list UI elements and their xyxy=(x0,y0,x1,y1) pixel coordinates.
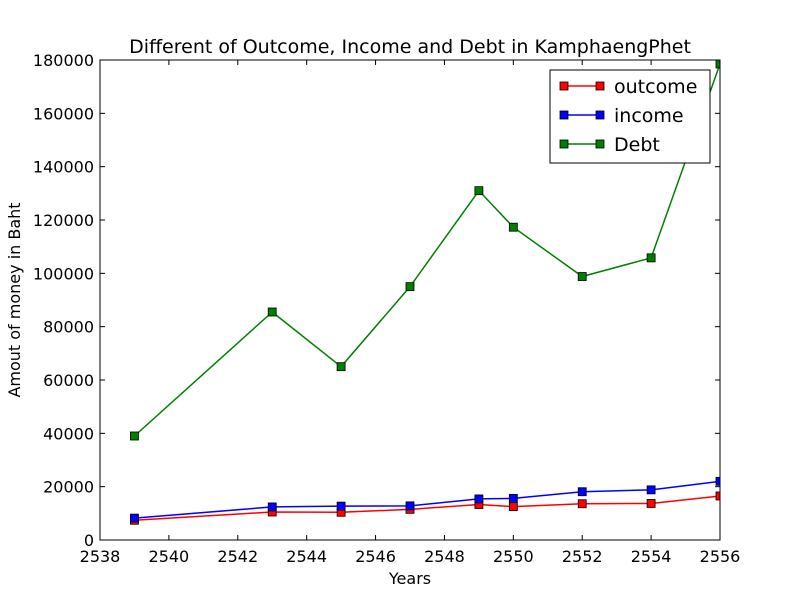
legend: outcome income Debt xyxy=(549,69,711,164)
x-tick-label: 2540 xyxy=(149,547,190,566)
data-point-debt xyxy=(508,222,518,232)
data-point-debt xyxy=(715,60,720,69)
x-tick-label: 2550 xyxy=(493,547,534,566)
x-tick-label: 2552 xyxy=(562,547,603,566)
x-tick-label: 2556 xyxy=(700,547,741,566)
legend-label: income xyxy=(614,105,684,127)
data-point-income xyxy=(336,501,346,511)
legend-marker xyxy=(595,110,605,120)
data-point-debt xyxy=(405,282,415,292)
y-tick-label: 160000 xyxy=(33,104,94,123)
x-axis-title: Years xyxy=(388,569,431,588)
x-tick-label: 2544 xyxy=(286,547,327,566)
legend-item-income: income xyxy=(559,105,684,127)
data-point-debt xyxy=(130,431,139,441)
plot-frame xyxy=(99,59,721,541)
data-point-outcome xyxy=(646,499,656,508)
data-point-income xyxy=(474,494,484,504)
data-point-income xyxy=(646,485,656,495)
y-axis: 0 20000 40000 60000 80000 100000 120000 140000 1… xyxy=(33,51,720,550)
data-point-income xyxy=(405,501,415,511)
data-point-income xyxy=(508,493,518,503)
legend-marker xyxy=(559,110,569,120)
y-tick-label: 80000 xyxy=(43,318,94,337)
y-tick-label: 20000 xyxy=(43,478,94,497)
data-point-debt xyxy=(267,307,277,317)
y-tick-label: 120000 xyxy=(33,211,94,230)
y-tick-label: 140000 xyxy=(33,158,94,177)
data-point-debt xyxy=(577,272,587,281)
data-point-outcome xyxy=(715,491,720,501)
y-tick-label: 180000 xyxy=(33,51,94,70)
data-point-income xyxy=(577,487,587,497)
legend-label: Debt xyxy=(614,134,660,156)
y-tick-label: 40000 xyxy=(43,424,94,443)
chart-title: Different of Outcome, Income and Debt in… xyxy=(129,36,691,58)
legend-marker xyxy=(595,81,605,91)
data-point-outcome xyxy=(577,499,587,509)
legend-marker xyxy=(559,139,569,149)
data-point-outcome xyxy=(508,502,518,512)
x-tick-label: 2546 xyxy=(355,547,396,566)
legend-item-outcome: outcome xyxy=(559,76,697,98)
legend-item-debt: Debt xyxy=(559,134,660,156)
x-axis: 2538 2540 2542 2544 2546 2548 2550 2552 2554 2556 xyxy=(80,60,741,566)
data-point-income xyxy=(267,502,277,512)
legend-label: outcome xyxy=(614,76,697,98)
y-tick-label: 100000 xyxy=(33,264,94,283)
x-tick-label: 2554 xyxy=(631,547,672,566)
y-tick-label: 60000 xyxy=(43,371,94,390)
y-axis-title: Amout of money in Baht xyxy=(5,202,24,397)
x-tick-label: 2548 xyxy=(424,547,465,566)
x-tick-label: 2542 xyxy=(217,547,258,566)
data-point-debt xyxy=(646,253,656,263)
data-point-income xyxy=(130,513,139,523)
x-tick-label: 2538 xyxy=(80,547,121,566)
legend-marker xyxy=(559,81,569,91)
y-tick-label: 0 xyxy=(84,531,94,550)
data-point-income xyxy=(715,476,720,486)
legend-marker xyxy=(595,139,605,149)
data-point-debt xyxy=(336,362,346,372)
series-group xyxy=(130,60,720,525)
data-point-debt xyxy=(474,186,484,196)
